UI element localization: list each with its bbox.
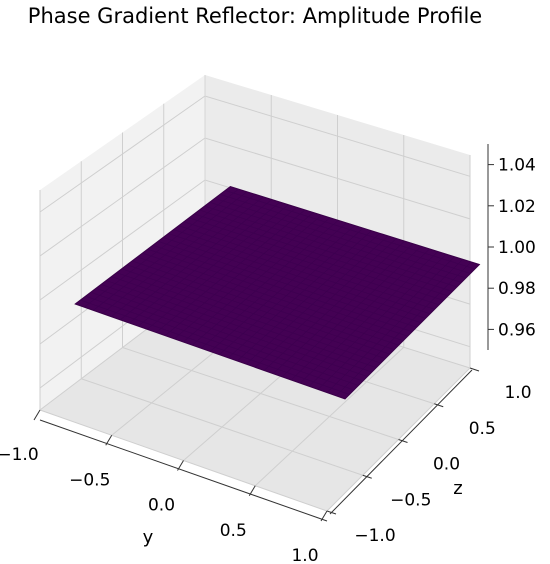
z-tick [398, 439, 408, 443]
surface-mesh-line [326, 259, 464, 393]
z-axis-line [329, 369, 473, 515]
surface-mesh-line [308, 253, 447, 387]
floor-gridline-z [81, 378, 363, 476]
y-tick-label: −1.0 [0, 445, 39, 465]
floor-gridline-z [122, 347, 399, 440]
chart-title: Phase Gradient Reflector: Amplitude Prof… [27, 4, 483, 28]
surface-mesh-line [317, 256, 455, 390]
amplitude-tick-label: 0.98 [498, 279, 536, 299]
surface-mesh-line [225, 190, 476, 270]
z-tick [469, 367, 480, 372]
z-tick-label: −1.0 [354, 526, 395, 546]
z-tick-label: −0.5 [390, 490, 431, 510]
y-tick [33, 409, 41, 421]
y-axis-line [39, 419, 328, 522]
y-tick-label: 0.5 [220, 521, 247, 541]
surface-mesh-line [204, 205, 458, 288]
amplitude-tick-label: 1.00 [498, 238, 536, 258]
amplitude-tick-label: 1.04 [498, 156, 536, 176]
y-tick-label: −0.5 [69, 470, 110, 490]
surface-mesh-line [209, 201, 462, 283]
z-tick [434, 403, 444, 408]
y-tick-label: 0.0 [148, 496, 175, 516]
surface-mesh-line [219, 194, 471, 274]
y-tick-label: 1.0 [291, 546, 318, 564]
surface-mesh-line [335, 261, 472, 396]
z-tick-label: 0.0 [433, 455, 460, 475]
z-tick-label: 1.0 [504, 383, 531, 403]
surface-mesh-line [214, 197, 467, 279]
amplitude-tick-label: 0.96 [498, 320, 536, 340]
y-axis-label: y [143, 527, 154, 548]
z-axis-label: z [453, 478, 462, 499]
amplitude-tick-label: 1.02 [498, 197, 536, 217]
z-tick-label: 0.5 [469, 419, 496, 439]
